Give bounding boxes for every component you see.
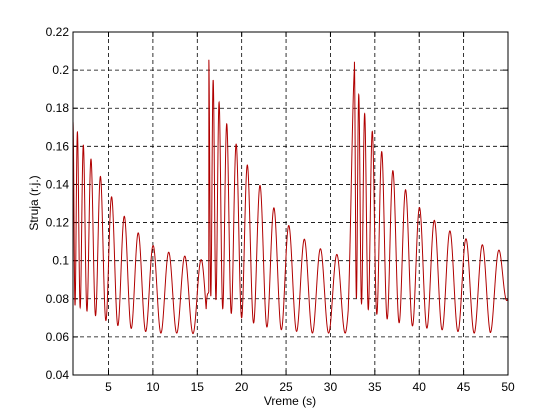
grid xyxy=(73,32,509,375)
x-tick-label: 10 xyxy=(146,380,160,394)
x-tick-label: 30 xyxy=(324,380,338,394)
y-tick-label: 0.18 xyxy=(46,101,70,115)
x-tick-label: 20 xyxy=(235,380,249,394)
x-tick-label: 40 xyxy=(413,380,427,394)
y-tick-label: 0.2 xyxy=(52,63,69,77)
x-axis-label: Vreme (s) xyxy=(264,394,316,408)
y-tick-label: 0.12 xyxy=(46,216,70,230)
current-waveform-line xyxy=(72,59,509,335)
series-layer xyxy=(72,59,509,335)
y-tick-label: 0.16 xyxy=(46,139,70,153)
x-tick-label: 50 xyxy=(501,380,515,394)
y-tick-label: 0.22 xyxy=(46,25,70,39)
x-tick-label: 15 xyxy=(191,380,205,394)
x-tick-labels: 5 10 15 20 25 30 35 40 45 50 xyxy=(105,380,515,394)
x-tick-label: 25 xyxy=(279,380,293,394)
x-tick-label: 5 xyxy=(105,380,112,394)
axis-ticks xyxy=(73,31,509,376)
plot-area xyxy=(73,32,508,375)
y-tick-label: 0.14 xyxy=(46,177,70,191)
y-tick-label: 0.08 xyxy=(46,292,70,306)
x-tick-label: 35 xyxy=(368,380,382,394)
plot-frame xyxy=(72,31,509,376)
y-tick-label: 0.04 xyxy=(46,368,70,382)
y-tick-label: 0.06 xyxy=(46,330,70,344)
y-tick-label: 0.1 xyxy=(52,254,69,268)
x-tick-label: 45 xyxy=(457,380,471,394)
y-tick-labels: 0.04 0.06 0.08 0.1 0.12 0.14 0.16 0.18 0.2 0.22 xyxy=(46,25,70,382)
y-axis-label: Struja (r.j.) xyxy=(27,175,41,230)
